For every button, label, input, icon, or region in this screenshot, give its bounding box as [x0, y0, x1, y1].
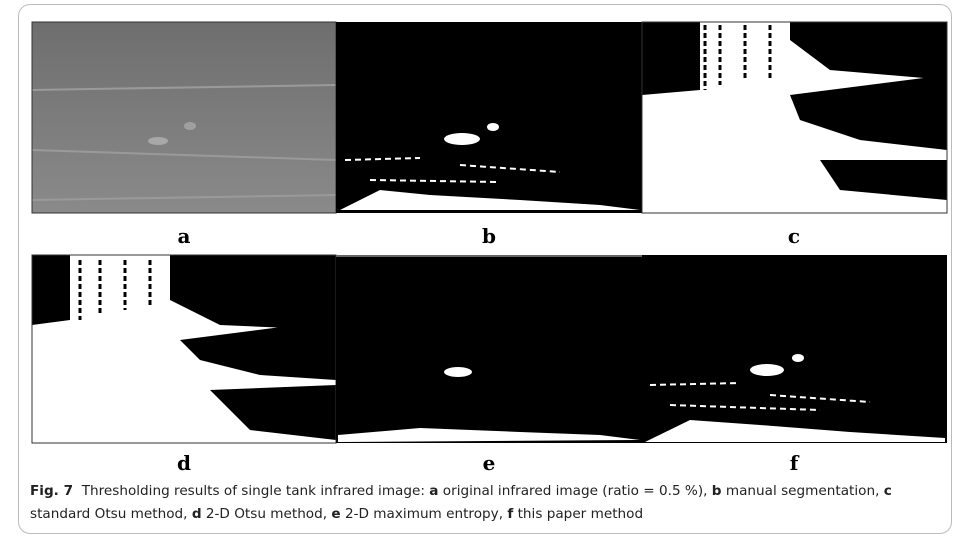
- caption-bold: e: [331, 506, 341, 522]
- panel-label: e: [483, 451, 496, 475]
- caption-text: standard Otsu method,: [30, 483, 897, 522]
- caption-text: original infrared image (ratio = 0.5 %),: [438, 483, 712, 499]
- panel-label: d: [177, 451, 191, 475]
- panel-f-image: [642, 255, 947, 443]
- caption-bold: Fig. 7: [30, 483, 74, 499]
- panel-b-image: [336, 22, 642, 213]
- caption-bold: c: [883, 483, 892, 499]
- caption-text: 2-D Otsu method,: [201, 506, 332, 522]
- panel-label: a: [178, 224, 191, 248]
- caption-bold: d: [191, 506, 202, 522]
- figure-caption: Fig. 7 Thresholding results of single ta…: [30, 480, 950, 526]
- panel-label: f: [790, 451, 800, 475]
- figure-frame: [18, 4, 952, 534]
- panel-d-image: [31, 254, 337, 444]
- caption-text: 2-D maximum entropy,: [340, 506, 508, 522]
- caption-bold: b: [711, 483, 722, 499]
- panel-label: b: [482, 224, 496, 248]
- panel-e-image: [336, 255, 642, 443]
- caption-bold: a: [429, 483, 439, 499]
- caption-text: Thresholding results of single tank infr…: [73, 483, 430, 499]
- panel-a-image: [31, 21, 337, 214]
- caption-text: this paper method: [513, 506, 644, 522]
- panel-label: c: [788, 224, 800, 248]
- caption-text: manual segmentation,: [721, 483, 884, 499]
- panel-c-image: [641, 21, 948, 214]
- caption-bold: f: [507, 506, 514, 522]
- figure-images: a b c d e f: [31, 21, 948, 475]
